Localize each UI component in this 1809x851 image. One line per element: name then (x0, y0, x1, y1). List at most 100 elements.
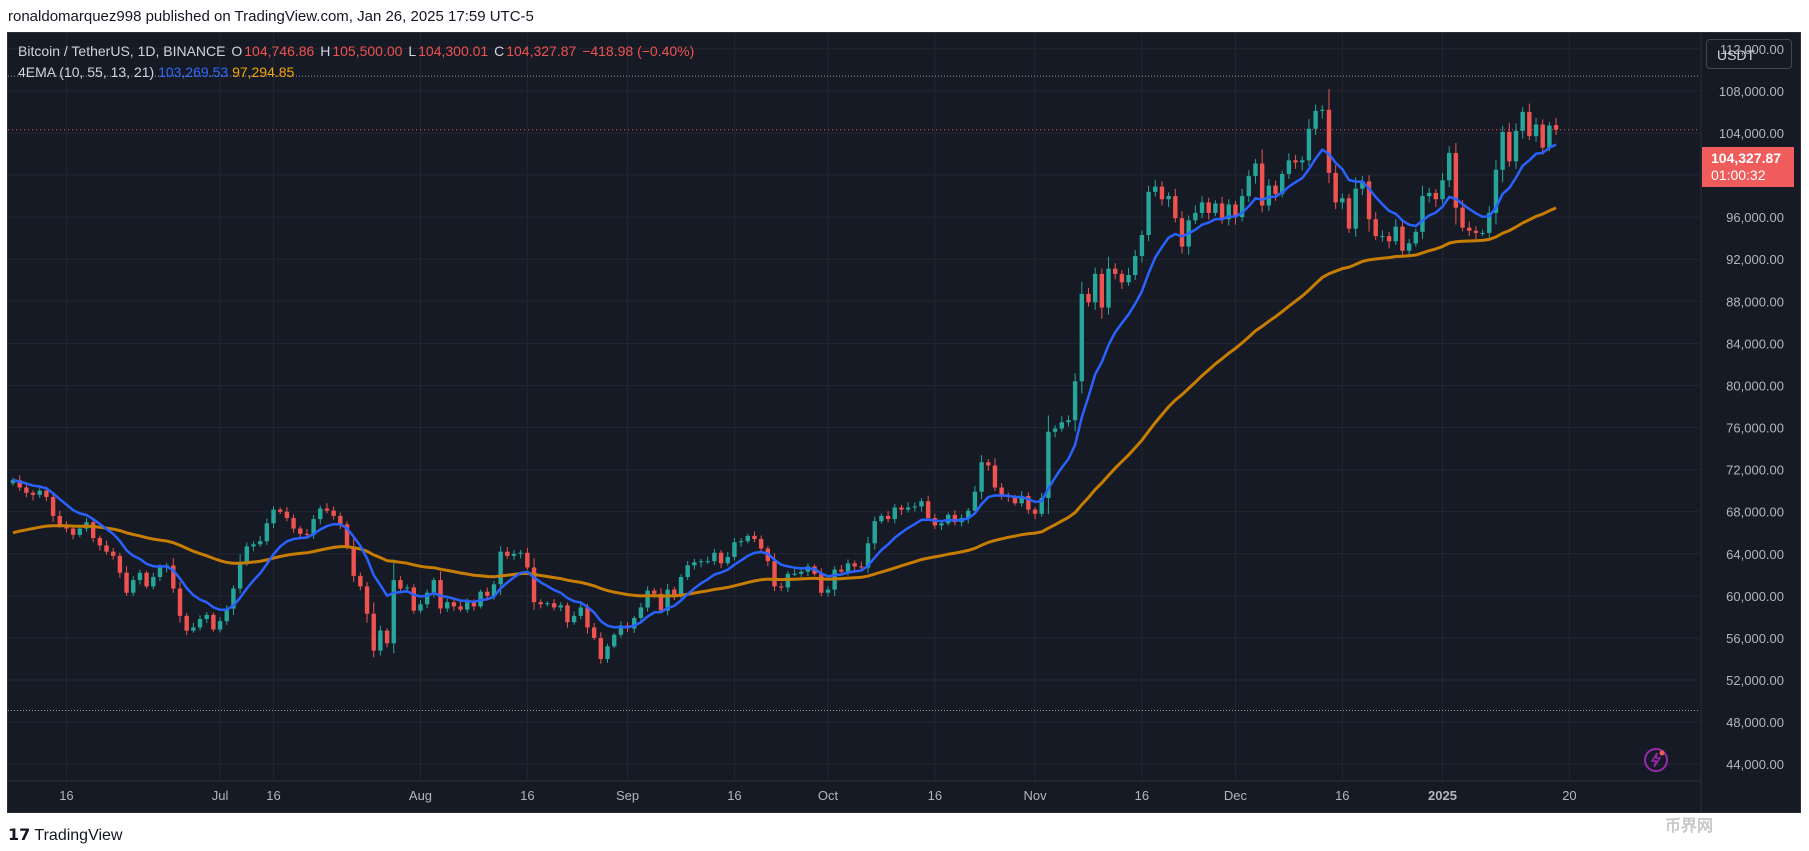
close-label: C (494, 43, 505, 59)
x-tick-label: 16 (928, 788, 942, 803)
candle-body (1366, 181, 1372, 220)
candle-body (1353, 188, 1358, 229)
candle-body (558, 605, 563, 608)
candle-body (732, 542, 737, 557)
candle-body (692, 562, 697, 566)
x-tick-label: 16 (1135, 788, 1149, 803)
candle-body (992, 465, 998, 488)
y-tick-label: 80,000.00 (1726, 378, 1784, 393)
candle-body (1547, 125, 1552, 148)
candle-body (872, 521, 877, 544)
x-tick-label: 16 (727, 788, 741, 803)
indicator-name[interactable]: 4EMA (10, 55, 13, 21) (18, 64, 155, 80)
price-axis: 112,000.00108,000.00104,000.00100,000.00… (1719, 42, 1784, 772)
grid-lines (8, 33, 1700, 780)
candle-body (1420, 196, 1425, 232)
candle-body (344, 524, 350, 547)
candle-body (1273, 185, 1278, 194)
symbol-name[interactable]: Bitcoin / TetherUS, 1D, BINANCE (18, 43, 226, 59)
y-tick-label: 72,000.00 (1726, 463, 1784, 478)
x-tick-label: Aug (409, 788, 432, 803)
x-tick-label: 16 (59, 788, 73, 803)
candle-body (384, 630, 390, 644)
candle-body (24, 487, 29, 493)
currency-button[interactable]: USDT (1706, 39, 1792, 69)
x-tick-label: Oct (818, 788, 839, 803)
candle-body (1386, 236, 1392, 242)
candle-body (1086, 293, 1091, 303)
candle-body (698, 561, 704, 563)
candle-body (1173, 196, 1178, 219)
candle-body (1540, 124, 1545, 148)
ohlc-legend: Bitcoin / TetherUS, 1D, BINANCE O 104,746… (18, 43, 696, 59)
candle-body (311, 519, 316, 535)
candle-body (1553, 125, 1559, 130)
candle-body (705, 561, 710, 563)
candle-body (1239, 196, 1245, 218)
open-value: 104,746.86 (244, 43, 315, 59)
candle-body (925, 501, 931, 519)
indicator-legend[interactable]: 4EMA (10, 55, 13, 21) 103,269.53 97,294.… (18, 64, 294, 80)
candle-body (645, 590, 650, 608)
candle-body (1440, 180, 1445, 200)
candle-body (1266, 185, 1272, 206)
candle-body (845, 563, 851, 572)
candle-body (839, 569, 844, 572)
candle-body (424, 592, 430, 605)
candle-body (90, 522, 96, 539)
candle-body (912, 506, 917, 508)
candle-body (1393, 226, 1398, 242)
candle-body (1293, 160, 1298, 163)
candle-body (318, 508, 323, 520)
candle-body (585, 607, 590, 628)
publisher-line: ronaldomarquez998 published on TradingVi… (8, 8, 534, 25)
candle-body (364, 586, 370, 614)
candle-body (525, 552, 530, 568)
candle-body (157, 567, 163, 577)
candle-body (184, 615, 189, 631)
candle-body (1026, 495, 1031, 510)
candle-body (491, 584, 497, 596)
candle-body (1433, 192, 1439, 200)
flash-icon[interactable] (1644, 748, 1668, 772)
candle-body (171, 565, 176, 589)
candle-body (1219, 203, 1225, 220)
candle-body (264, 523, 270, 542)
candle-body (738, 541, 744, 543)
y-tick-label: 76,000.00 (1726, 421, 1784, 436)
candle-body (1119, 273, 1125, 283)
candle-body (1406, 243, 1412, 251)
candle-body (899, 507, 904, 510)
candle-body (1500, 131, 1505, 170)
candle-body (1012, 496, 1018, 504)
candle-body (1133, 256, 1138, 275)
candle-body (518, 552, 523, 554)
candle-body (1447, 152, 1452, 181)
tradingview-logo[interactable]: 𝟭𝟳 TradingView (8, 825, 122, 845)
candle-body (859, 566, 864, 568)
candle-body (1233, 204, 1238, 218)
candle-body (1320, 109, 1325, 111)
y-tick-label: 60,000.00 (1726, 589, 1784, 604)
candle-body (44, 490, 49, 497)
candle-body (1199, 202, 1205, 213)
candle-body (117, 555, 123, 573)
candle-body (919, 501, 924, 507)
candle-body (545, 603, 550, 605)
candle-body (565, 605, 570, 623)
candle-body (371, 613, 376, 651)
candle-body (445, 602, 450, 609)
candle-body (1146, 191, 1151, 236)
candle-body (1413, 231, 1418, 244)
candle-body (685, 565, 690, 577)
candle-body (1153, 186, 1158, 192)
ema-slow-value: 97,294.85 (232, 64, 295, 80)
y-tick-label: 64,000.00 (1726, 547, 1784, 562)
x-tick-label: Nov (1023, 788, 1047, 803)
brand-name: TradingView (34, 827, 123, 844)
y-tick-label: 96,000.00 (1726, 210, 1784, 225)
candle-body (792, 573, 797, 575)
candle-body (177, 588, 183, 616)
candle-body (612, 634, 617, 647)
